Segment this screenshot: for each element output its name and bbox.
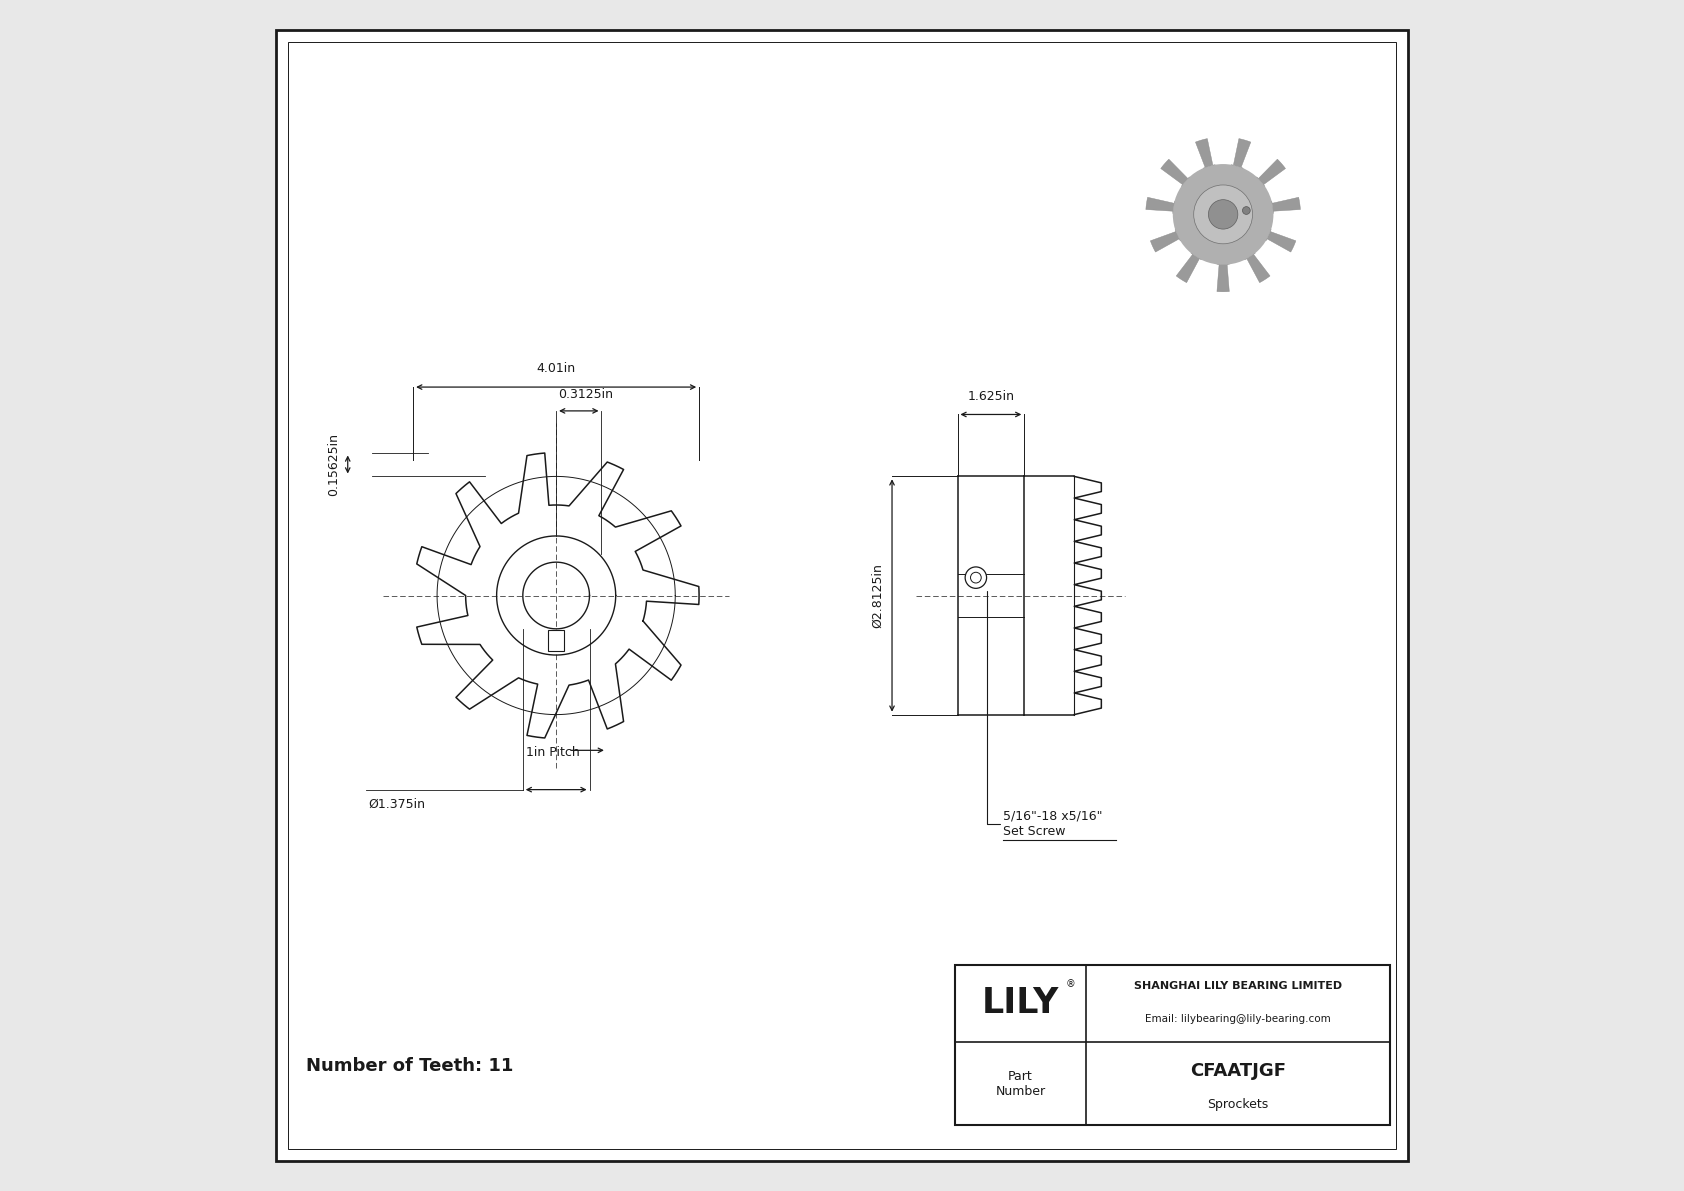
Circle shape xyxy=(1209,200,1238,229)
Text: 4.01in: 4.01in xyxy=(537,362,576,375)
Text: 5/16"-18 x5/16"
Set Screw: 5/16"-18 x5/16" Set Screw xyxy=(987,591,1103,838)
Text: ®: ® xyxy=(1066,979,1076,989)
Text: Ø1.375in: Ø1.375in xyxy=(369,798,424,811)
Polygon shape xyxy=(1160,160,1189,187)
Polygon shape xyxy=(1150,229,1180,252)
Text: 0.3125in: 0.3125in xyxy=(559,388,613,401)
Circle shape xyxy=(970,573,982,584)
Text: LILY: LILY xyxy=(982,986,1059,1021)
Bar xyxy=(955,965,1389,1125)
Text: Sprockets: Sprockets xyxy=(1207,1098,1268,1111)
Polygon shape xyxy=(1231,138,1251,168)
Text: Ø2.8125in: Ø2.8125in xyxy=(871,563,884,628)
Polygon shape xyxy=(1216,264,1229,292)
Text: 1.625in: 1.625in xyxy=(967,389,1014,403)
Polygon shape xyxy=(1145,198,1175,213)
Text: SHANGHAI LILY BEARING LIMITED: SHANGHAI LILY BEARING LIMITED xyxy=(1133,980,1342,991)
Circle shape xyxy=(1172,164,1273,264)
Polygon shape xyxy=(1196,138,1216,168)
Text: CFAATJGF: CFAATJGF xyxy=(1189,1062,1285,1080)
Circle shape xyxy=(1243,207,1250,214)
Polygon shape xyxy=(1256,160,1285,187)
Bar xyxy=(549,630,564,651)
Polygon shape xyxy=(1244,252,1270,282)
Polygon shape xyxy=(1175,252,1202,282)
Circle shape xyxy=(965,567,987,588)
Text: 1in Pitch: 1in Pitch xyxy=(527,746,579,759)
Polygon shape xyxy=(1266,229,1297,252)
Text: 0.15625in: 0.15625in xyxy=(328,434,340,495)
Text: Email: lilybearing@lily-bearing.com: Email: lilybearing@lily-bearing.com xyxy=(1145,1015,1330,1024)
Circle shape xyxy=(1194,185,1253,244)
Polygon shape xyxy=(1271,198,1300,213)
Text: Number of Teeth: 11: Number of Teeth: 11 xyxy=(306,1056,514,1075)
Text: Part
Number: Part Number xyxy=(995,1070,1046,1098)
